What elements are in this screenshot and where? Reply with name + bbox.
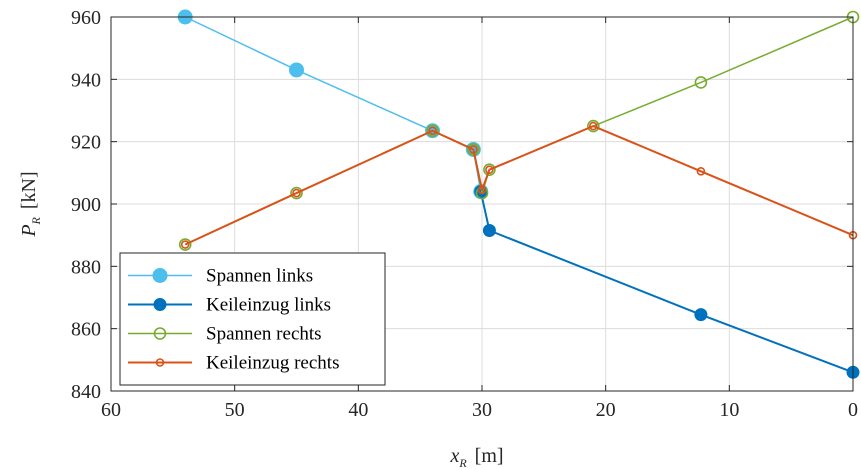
series-line: [479, 191, 854, 374]
x-axis-label-sub: R: [458, 456, 467, 470]
y-tick-label: 940: [71, 69, 101, 91]
x-tick-label: 10: [719, 399, 739, 421]
legend-label: Spannen rechts: [206, 324, 322, 345]
x-tick-label: 50: [225, 399, 245, 421]
y-tick-label: 840: [71, 381, 101, 403]
legend-swatch-marker: [152, 268, 168, 283]
legend-item: Spannen links: [128, 266, 313, 287]
data-point: [180, 240, 190, 249]
y-axis-label-main: P: [18, 224, 40, 237]
y-tick-label: 960: [71, 7, 101, 29]
x-tick-label: 20: [596, 399, 616, 421]
legend-item: Keileinzug rechts: [128, 353, 339, 374]
data-point: [694, 76, 708, 89]
series-line: [184, 16, 854, 246]
data-point: [477, 185, 487, 195]
x-tick-label: 40: [348, 399, 368, 421]
legend-label: Keileinzug links: [206, 295, 331, 316]
data-point: [428, 126, 437, 136]
data-point: [485, 165, 494, 175]
series-layer: [177, 9, 860, 379]
data-point: [586, 119, 600, 133]
data-point: [469, 145, 478, 154]
x-axis-label-main: x: [449, 445, 459, 467]
y-tick-label: 880: [71, 256, 101, 278]
y-axis-label-unit: [kN]: [18, 171, 40, 209]
x-tick-label: 0: [848, 399, 858, 421]
x-tick-label: 60: [101, 399, 121, 421]
series-2: [178, 10, 860, 251]
y-tick-label: 900: [71, 194, 101, 216]
data-point: [467, 143, 480, 156]
series-3: [180, 121, 858, 249]
data-point: [290, 186, 303, 200]
legend-label: Spannen links: [206, 266, 313, 287]
x-tick-label: 30: [472, 399, 492, 421]
legend-label: Keileinzug rechts: [206, 353, 339, 374]
series-line: [184, 125, 854, 246]
y-axis-label: PR [kN]: [18, 171, 43, 237]
y-tick-label: 860: [71, 319, 101, 341]
data-point: [696, 166, 706, 176]
y-axis-label-sub: R: [29, 216, 43, 225]
y-tick-label: 920: [71, 132, 101, 154]
x-axis-label: xR [m]: [449, 445, 503, 470]
legend-swatch-marker: [153, 298, 167, 311]
x-axis-label-unit: [m]: [475, 445, 504, 467]
data-point: [694, 308, 708, 322]
legend: Spannen links Keileinzug links Spannen rec…: [119, 252, 386, 386]
data-point: [483, 163, 496, 177]
data-point: [426, 124, 439, 138]
legend-swatch-marker: [155, 358, 165, 367]
data-point: [482, 223, 496, 237]
legend-item: Spannen rechts: [128, 324, 322, 345]
legend-item: Keileinzug links: [128, 295, 331, 316]
data-point: [588, 121, 598, 131]
series-1: [474, 185, 860, 379]
data-point: [178, 238, 192, 251]
legend-swatch-marker: [153, 327, 167, 340]
data-point: [289, 62, 304, 78]
series-line: [184, 16, 482, 192]
series-0: [177, 9, 489, 200]
data-point: [292, 188, 301, 198]
axis-ticks: 60 50 40 30 20 10 0 840 860 880 900 920 940 960: [71, 7, 858, 421]
